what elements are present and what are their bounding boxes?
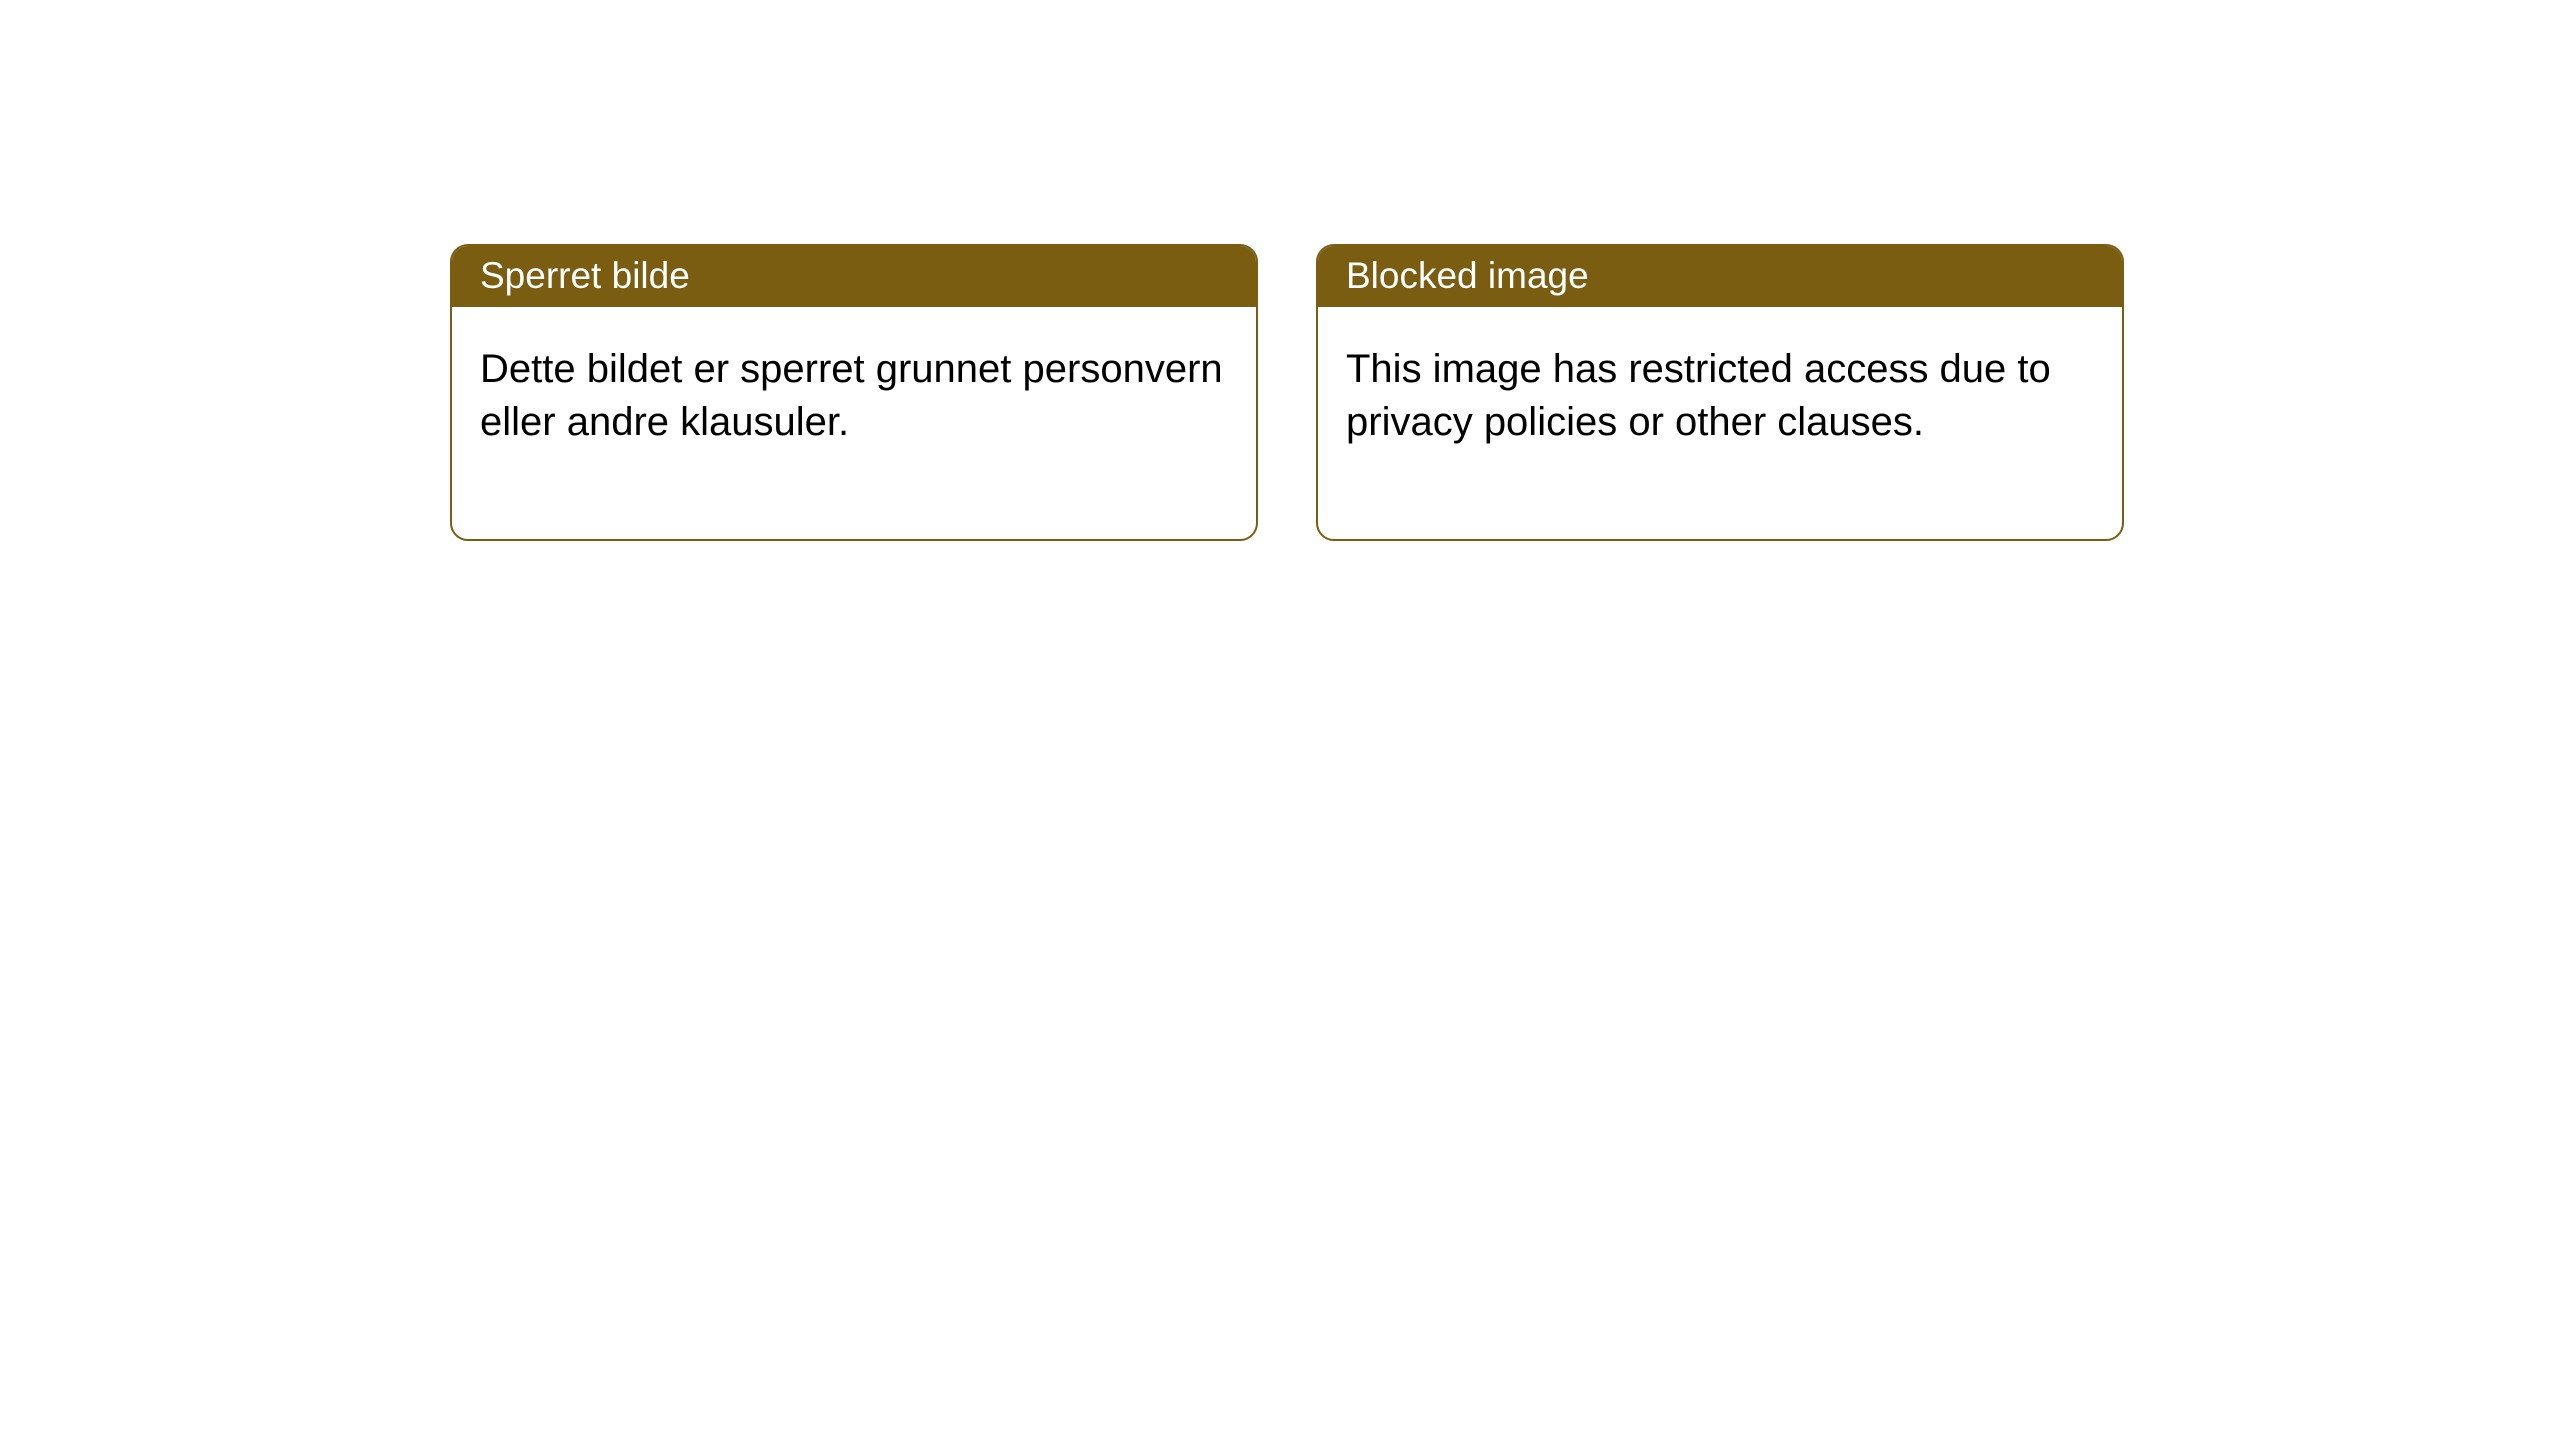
card-body-text: Dette bildet er sperret grunnet personve…	[480, 347, 1223, 444]
card-body-text: This image has restricted access due to …	[1346, 347, 2051, 444]
notice-card-norwegian: Sperret bilde Dette bildet er sperret gr…	[450, 244, 1258, 541]
card-title: Sperret bilde	[480, 255, 690, 296]
card-title: Blocked image	[1346, 255, 1589, 296]
notice-card-english: Blocked image This image has restricted …	[1316, 244, 2124, 541]
card-header: Blocked image	[1318, 246, 2122, 307]
notice-container: Sperret bilde Dette bildet er sperret gr…	[0, 0, 2560, 541]
card-body: Dette bildet er sperret grunnet personve…	[452, 307, 1256, 539]
card-body: This image has restricted access due to …	[1318, 307, 2122, 539]
card-header: Sperret bilde	[452, 246, 1256, 307]
